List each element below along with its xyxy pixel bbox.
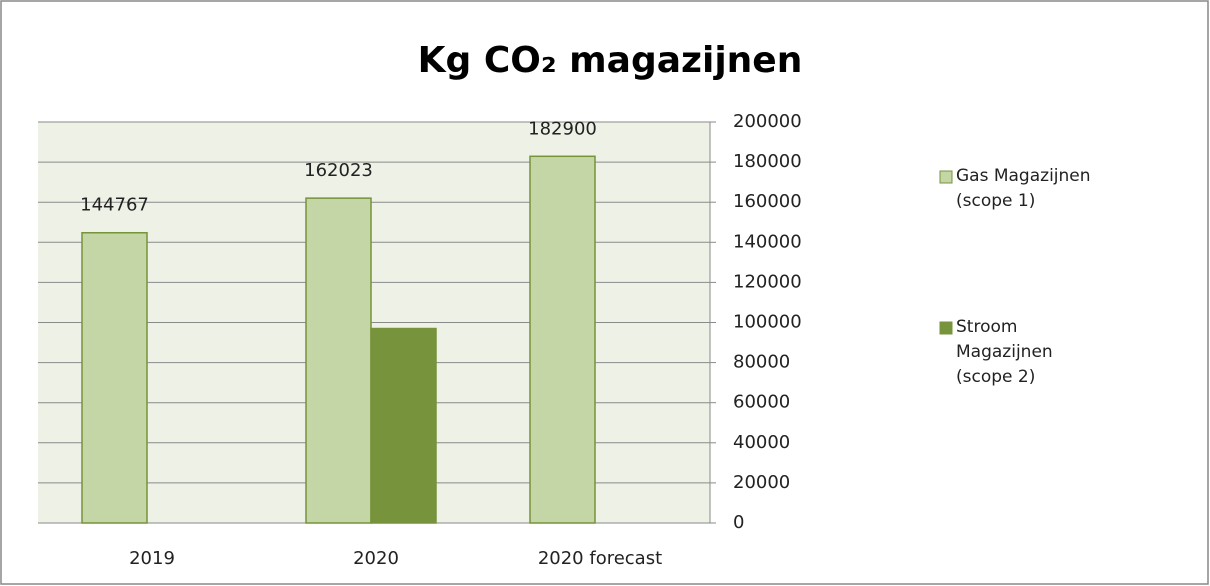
data-label: 144767	[80, 195, 149, 216]
data-label: 182900	[528, 118, 597, 139]
legend-label: Gas Magazijnen (scope 1)	[956, 166, 1091, 211]
y-tick-label: 40000	[733, 432, 790, 453]
legend-entry: Stroom Magazijnen (scope 2)	[956, 317, 1053, 387]
x-tick-label: 2020 forecast	[538, 548, 662, 569]
y-tick-label: 60000	[733, 392, 790, 413]
legend-swatch	[939, 321, 953, 335]
x-tick-label: 2019	[129, 548, 175, 569]
bar	[370, 327, 437, 524]
data-label: 162023	[304, 160, 373, 181]
x-tick-label: 2020	[353, 548, 399, 569]
bar	[81, 231, 148, 524]
bar	[529, 155, 596, 524]
y-tick-label: 80000	[733, 352, 790, 373]
y-tick-label: 180000	[733, 151, 802, 172]
y-tick-label: 120000	[733, 271, 802, 292]
y-tick-label: 20000	[733, 472, 790, 493]
legend-swatch	[939, 170, 953, 184]
bar	[305, 197, 372, 524]
y-tick-label: 140000	[733, 231, 802, 252]
legend-entry: Gas Magazijnen (scope 1)	[956, 166, 1091, 211]
legend-label: Stroom Magazijnen (scope 2)	[956, 317, 1053, 387]
y-tick-label: 160000	[733, 191, 802, 212]
chart-title: Kg CO₂ magazijnen	[418, 40, 803, 81]
y-tick-label: 100000	[733, 312, 802, 333]
y-tick-label: 0	[733, 512, 744, 533]
y-tick-label: 200000	[733, 111, 802, 132]
